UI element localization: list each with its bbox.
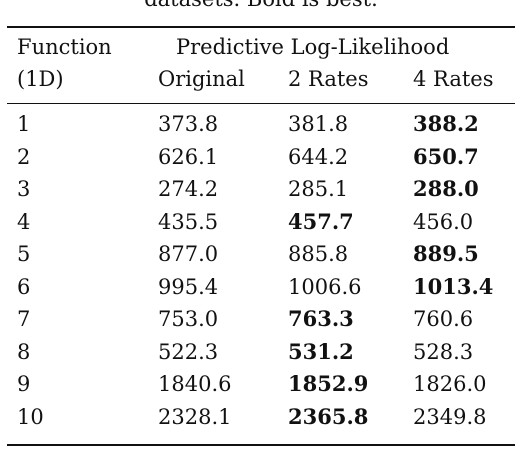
header-2-rates: 2 Rates <box>288 67 369 91</box>
4-rates-cell: 528.3 <box>413 340 474 364</box>
header-function-subtitle: (1D) <box>17 67 64 91</box>
4-rates-cell: 2349.8 <box>413 405 487 429</box>
2-rates-cell: 531.2 <box>288 339 354 364</box>
4-rates-cell: 388.2 <box>413 111 479 136</box>
4-rates-cell: 889.5 <box>413 241 479 266</box>
4-rates-cell: 1826.0 <box>413 372 487 396</box>
2-rates-cell: 763.3 <box>288 306 354 331</box>
2-rates-cell: 644.2 <box>288 145 349 169</box>
header-group-label: Predictive Log-Likelihood <box>176 35 450 59</box>
header-original: Original <box>158 67 245 91</box>
original-cell: 753.0 <box>158 307 219 331</box>
4-rates-cell: 650.7 <box>413 144 479 169</box>
2-rates-cell: 885.8 <box>288 242 349 266</box>
original-cell: 626.1 <box>158 145 219 169</box>
header-rule <box>7 103 515 104</box>
bottom-rule <box>7 444 515 446</box>
original-cell: 2328.1 <box>158 405 232 429</box>
original-cell: 274.2 <box>158 177 219 201</box>
function-id-cell: 7 <box>17 307 31 331</box>
2-rates-cell: 1006.6 <box>288 275 362 299</box>
function-id-cell: 10 <box>17 405 44 429</box>
original-cell: 435.5 <box>158 210 219 234</box>
function-id-cell: 3 <box>17 177 31 201</box>
original-cell: 373.8 <box>158 112 219 136</box>
2-rates-cell: 2365.8 <box>288 404 369 429</box>
4-rates-cell: 760.6 <box>413 307 474 331</box>
function-id-cell: 2 <box>17 145 31 169</box>
original-cell: 995.4 <box>158 275 219 299</box>
function-id-cell: 1 <box>17 112 31 136</box>
4-rates-cell: 288.0 <box>413 176 479 201</box>
function-id-cell: 4 <box>17 210 31 234</box>
4-rates-cell: 1013.4 <box>413 274 494 299</box>
original-cell: 877.0 <box>158 242 219 266</box>
2-rates-cell: 381.8 <box>288 112 349 136</box>
function-id-cell: 5 <box>17 242 31 266</box>
function-id-cell: 8 <box>17 340 31 364</box>
original-cell: 522.3 <box>158 340 219 364</box>
4-rates-cell: 456.0 <box>413 210 474 234</box>
2-rates-cell: 1852.9 <box>288 371 369 396</box>
header-4-rates: 4 Rates <box>413 67 494 91</box>
2-rates-cell: 457.7 <box>288 209 354 234</box>
header-function-label: Function <box>17 35 112 59</box>
function-id-cell: 6 <box>17 275 31 299</box>
top-rule <box>7 26 515 28</box>
table-caption: datasets. Bold is best. <box>0 0 522 11</box>
original-cell: 1840.6 <box>158 372 232 396</box>
function-id-cell: 9 <box>17 372 31 396</box>
2-rates-cell: 285.1 <box>288 177 349 201</box>
